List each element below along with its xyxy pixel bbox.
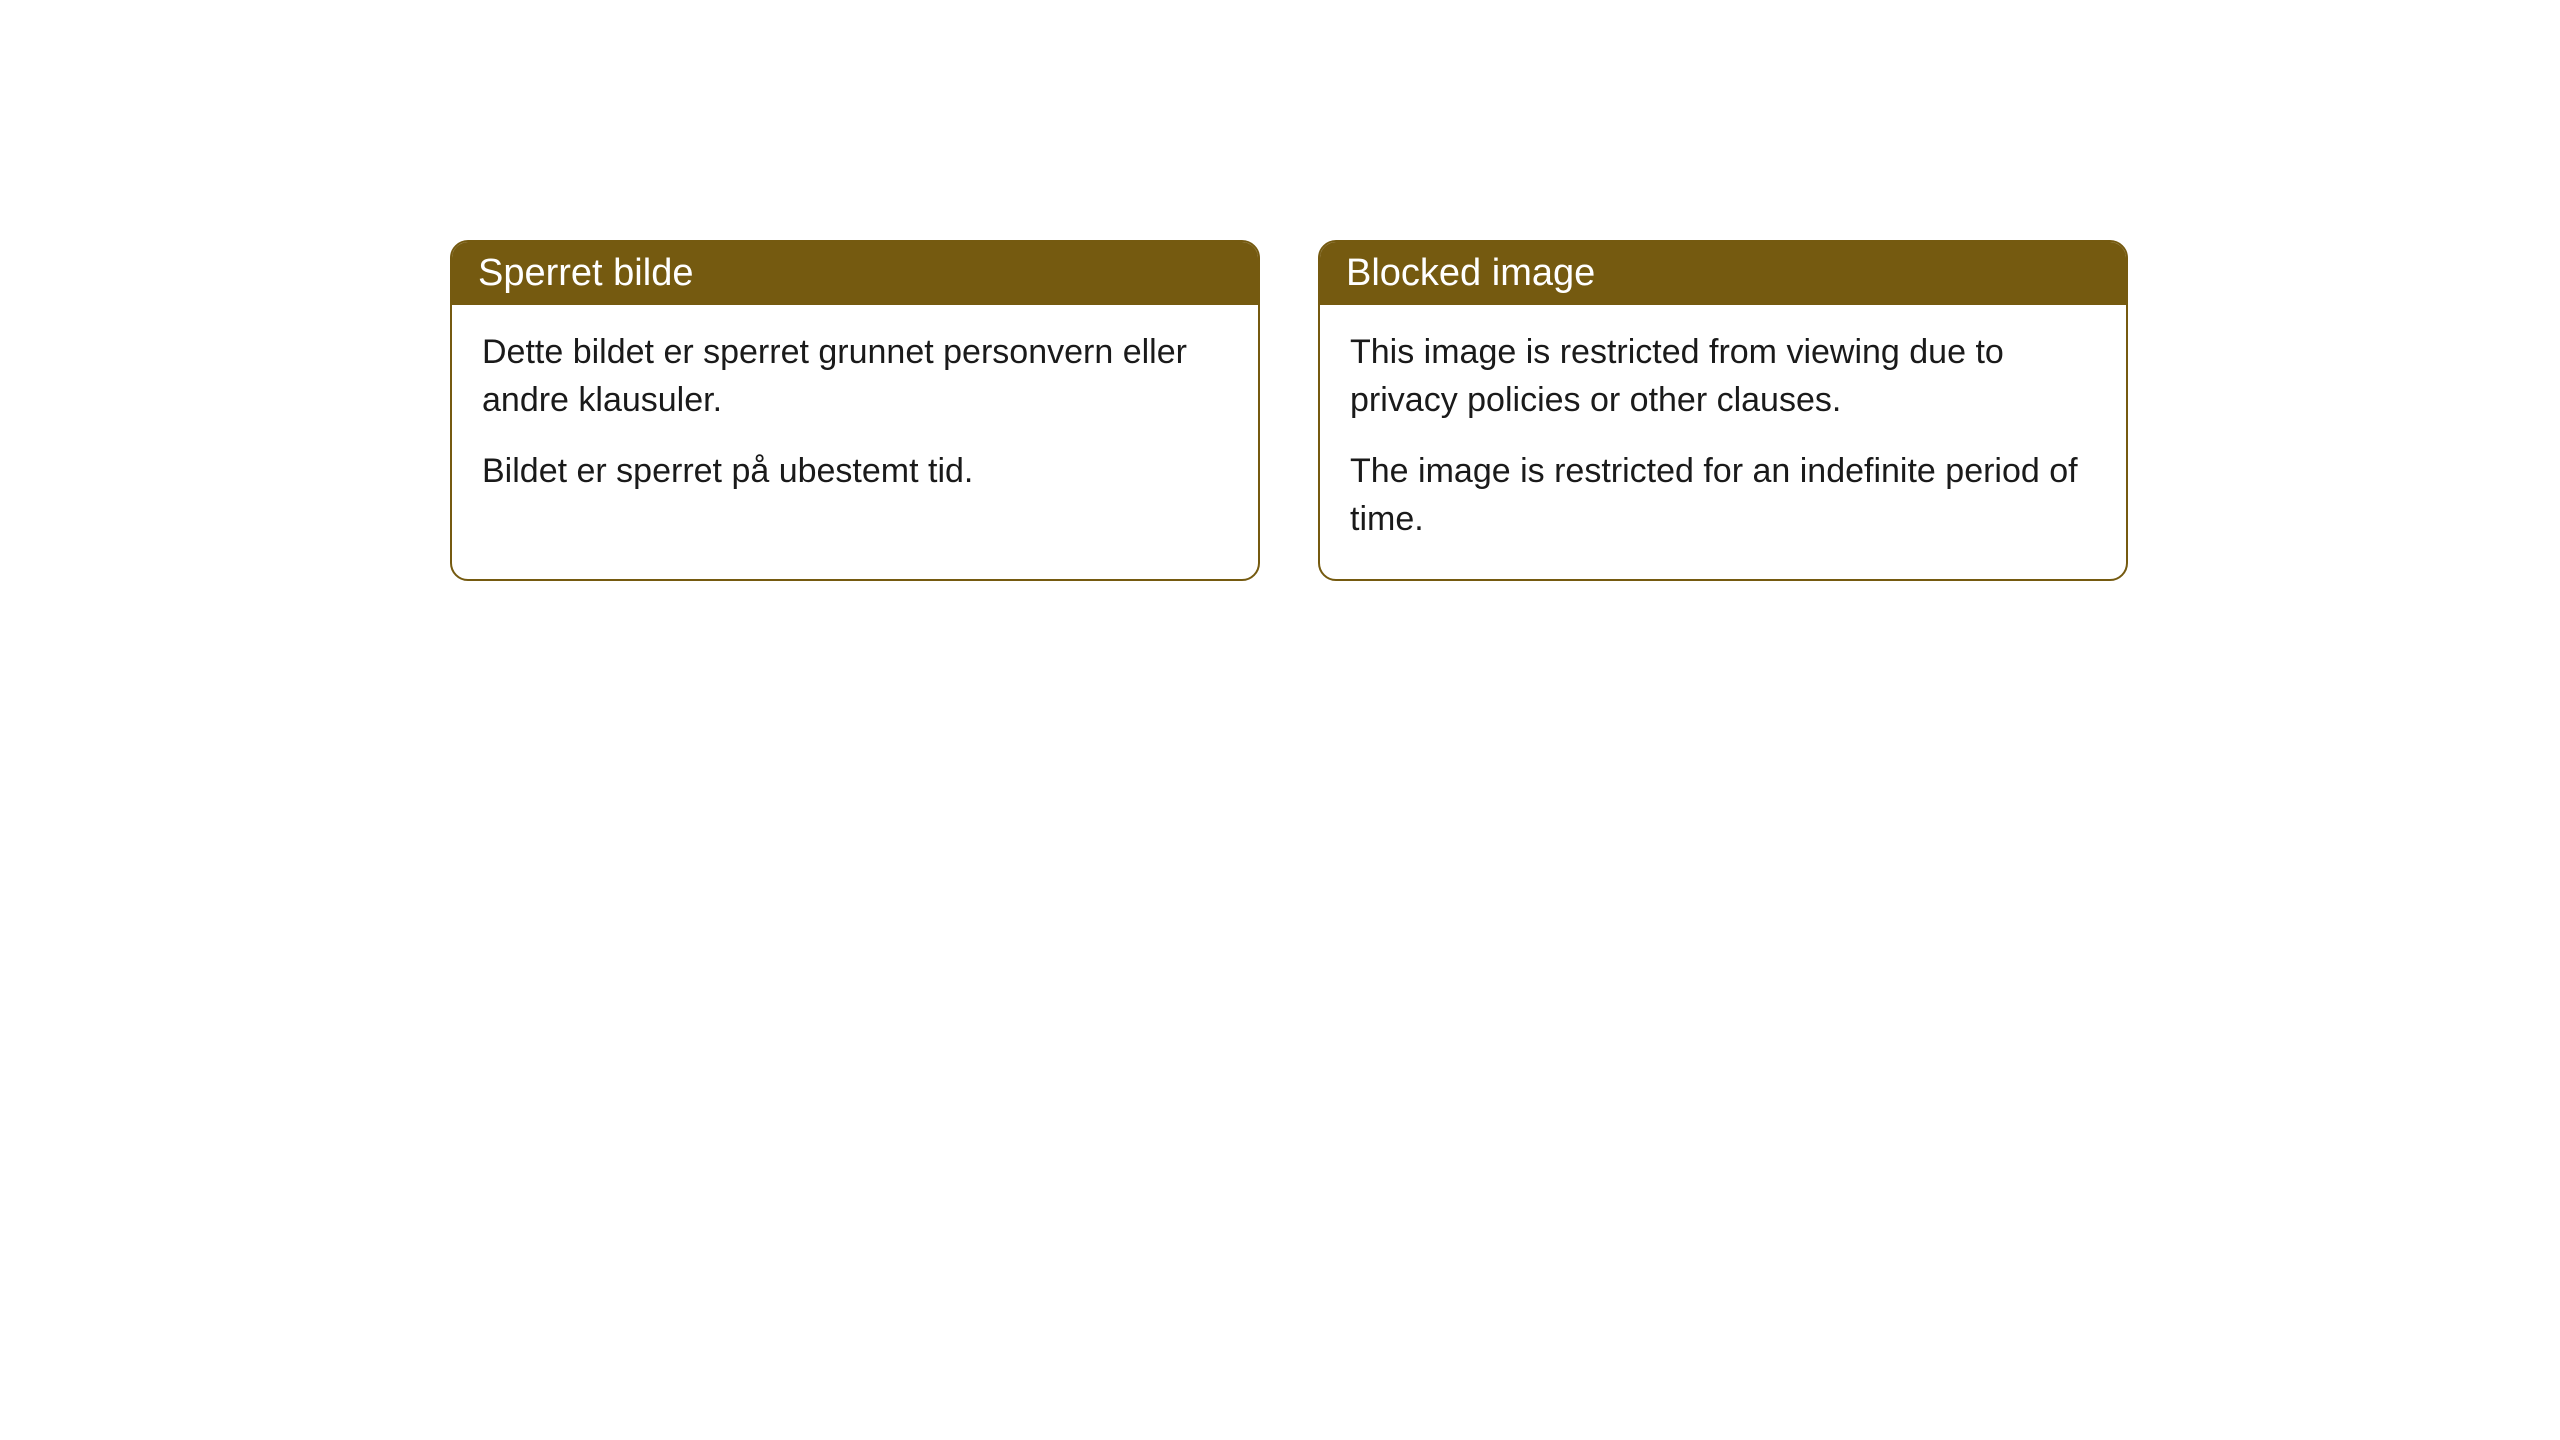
- cards-container: Sperret bilde Dette bildet er sperret gr…: [450, 240, 2128, 581]
- card-title: Sperret bilde: [478, 252, 693, 294]
- card-paragraph-1: This image is restricted from viewing du…: [1350, 329, 2096, 424]
- card-paragraph-1: Dette bildet er sperret grunnet personve…: [482, 329, 1228, 424]
- card-body-norwegian: Dette bildet er sperret grunnet personve…: [452, 305, 1258, 532]
- card-paragraph-2: The image is restricted for an indefinit…: [1350, 448, 2096, 543]
- card-paragraph-2: Bildet er sperret på ubestemt tid.: [482, 448, 1228, 496]
- blocked-image-card-english: Blocked image This image is restricted f…: [1318, 240, 2128, 581]
- card-header-english: Blocked image: [1320, 242, 2126, 305]
- card-header-norwegian: Sperret bilde: [452, 242, 1258, 305]
- card-title: Blocked image: [1346, 252, 1595, 294]
- blocked-image-card-norwegian: Sperret bilde Dette bildet er sperret gr…: [450, 240, 1260, 581]
- card-body-english: This image is restricted from viewing du…: [1320, 305, 2126, 579]
